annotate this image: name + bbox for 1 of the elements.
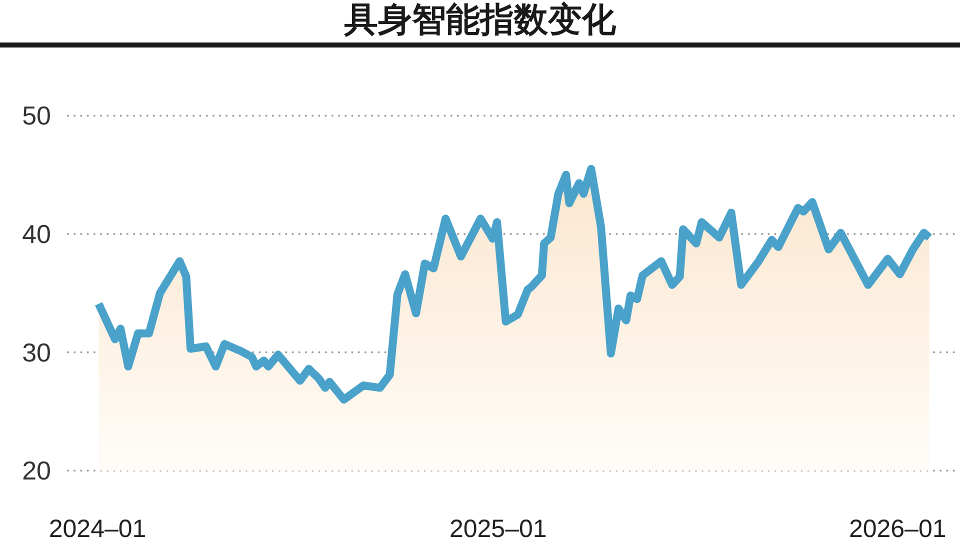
title: 具身智能指数变化 — [344, 1, 616, 39]
